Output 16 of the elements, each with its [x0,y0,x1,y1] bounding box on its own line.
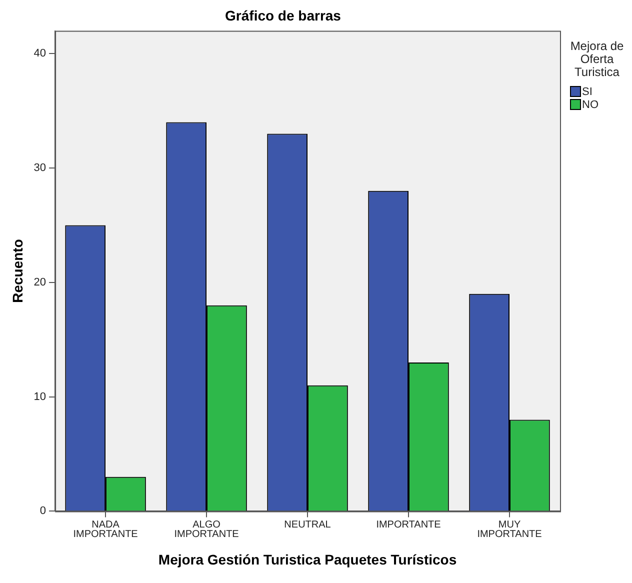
legend-label: NO [582,98,598,110]
y-tick-label: 20 [34,276,46,288]
legend-title: Mejora de Oferta Turistica [569,39,625,79]
x-tick-label: IMPORTANTE [376,520,442,531]
y-tick-label: 40 [34,48,46,60]
y-tick-label: 30 [34,162,46,174]
legend-label: SI [582,86,592,98]
x-tick-label: ALGO IMPORTANTE [174,520,240,540]
y-tick-label: 0 [40,505,46,518]
y-tick-label: 10 [34,390,46,403]
x-tick-label: NADA IMPORTANTE [73,520,138,540]
x-tick-label: MUY IMPORTANTE [477,520,542,540]
chart-title: Gráfico de barras [225,7,342,24]
x-tick-label: NEUTRAL [284,520,332,531]
x-axis-title: Mejora Gestión Turistica Paquetes Turísticos [158,551,457,568]
y-axis-title: Recuento [9,239,26,303]
